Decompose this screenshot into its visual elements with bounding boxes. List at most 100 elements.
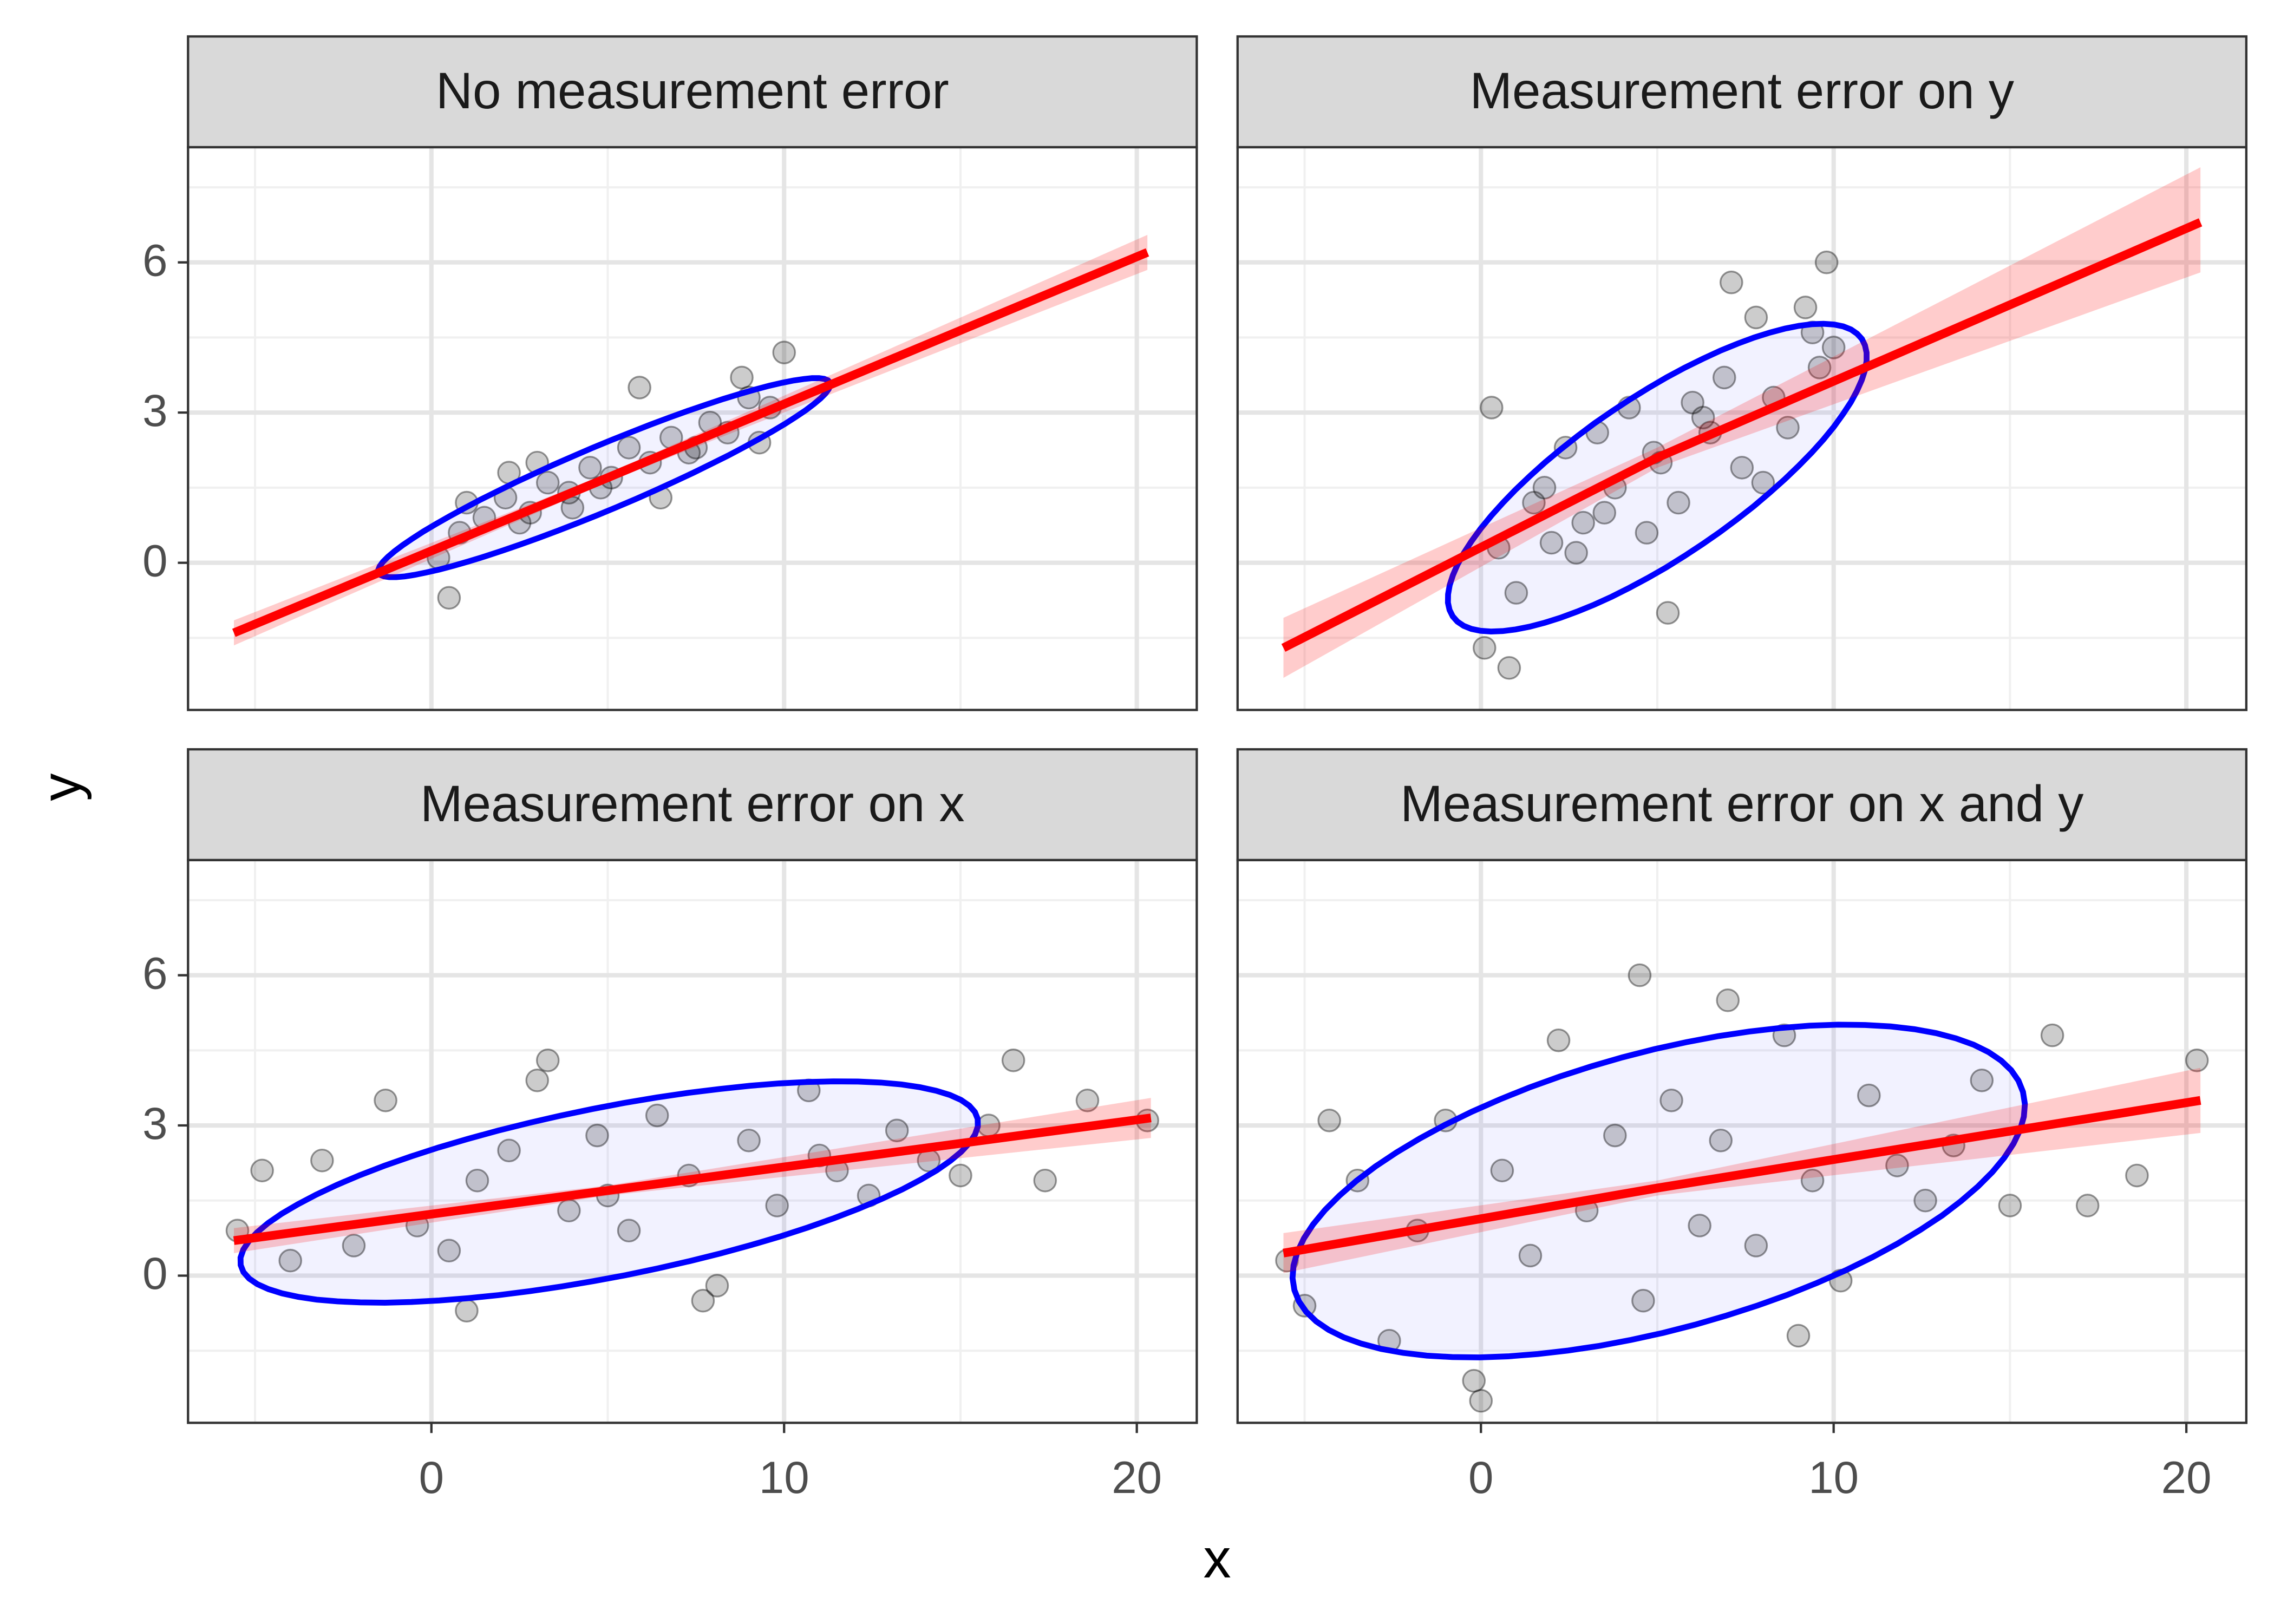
strip-title: Measurement error on x [420,775,964,832]
strip-title: Measurement error on x and y [1400,775,2083,832]
y-tick-label: 3 [142,385,167,436]
point [437,1239,461,1263]
point [525,1068,550,1092]
point [2185,1048,2209,1072]
fit-line [233,1114,1152,1245]
point [772,340,796,364]
point [1744,305,1768,330]
point [1656,601,1680,625]
point [535,470,560,495]
panel-border [1236,859,2247,1424]
fit-line [1281,218,2203,652]
point [557,1199,581,1223]
x-axis-title: x [1204,1527,1231,1589]
point [1659,1088,1683,1112]
x-tick-label: 10 [1808,1452,1859,1503]
point [278,1248,303,1273]
point [310,1148,334,1173]
point [250,1158,274,1183]
point [1716,988,1740,1012]
point [1635,521,1659,545]
point [1001,1048,1025,1072]
point [1469,1389,1493,1413]
point [1592,501,1617,525]
point [1712,365,1736,390]
point [617,436,641,460]
strip-title: No measurement error [436,62,949,119]
point [691,1288,715,1313]
point [1807,356,1832,379]
x-tick-label: 10 [759,1452,809,1503]
point [1814,250,1839,274]
point [765,1194,789,1217]
ellipse [1445,320,1870,634]
point [1603,1123,1627,1148]
point [1564,541,1588,565]
y-tick-label: 6 [142,234,167,285]
x-tick-label: 20 [1112,1452,1162,1503]
point [1317,1108,1341,1132]
ellipse [1289,1021,2028,1360]
strip [187,748,1198,862]
point [1885,1154,1909,1177]
point [1472,636,1497,660]
point [2125,1163,2149,1188]
point [1462,1368,1486,1393]
point [645,1103,669,1128]
fit-line [1283,1096,2201,1258]
strip [1236,35,2247,149]
point [705,1274,729,1298]
x-tick-label: 20 [2161,1452,2212,1503]
point [1821,336,1846,359]
panel-border [187,146,1198,711]
point [1532,476,1557,500]
point [737,1128,761,1152]
point [1688,1214,1711,1237]
point [1479,396,1504,420]
point [342,1234,366,1258]
point [1998,1194,2022,1217]
x-tick-label: 0 [1468,1452,1493,1503]
point [374,1088,397,1112]
panel-border [1236,146,2247,711]
strip-title: Measurement error on y [1470,62,2014,119]
point [578,456,602,480]
point [1522,490,1546,515]
point [628,376,651,400]
point [1800,1168,1825,1193]
point [1571,510,1595,535]
point [1504,581,1528,605]
ellipse [237,1078,981,1306]
point [1518,1243,1543,1268]
strip [187,35,1198,149]
point [465,1168,489,1193]
point [730,365,754,390]
panel-background [1237,147,2246,710]
point [1075,1088,1100,1112]
point [617,1219,641,1243]
strip [1236,748,2247,862]
y-tick-label: 0 [142,535,167,586]
point [2040,1023,2064,1047]
point [1751,470,1775,495]
fit-line [232,248,1149,637]
point [1628,963,1652,987]
point [1497,656,1521,680]
point [1913,1188,1937,1213]
point [949,1163,972,1188]
panel-background [188,860,1197,1423]
point [1539,531,1564,555]
point [1667,490,1690,515]
point [1970,1068,1994,1092]
point [1691,405,1715,430]
point [585,1123,609,1148]
point [1546,1028,1571,1052]
point [1744,1234,1768,1258]
y-axis-title: y [30,774,92,801]
point [437,586,461,610]
point [1719,270,1743,294]
panel-border [187,859,1198,1424]
point [1857,1083,1881,1108]
